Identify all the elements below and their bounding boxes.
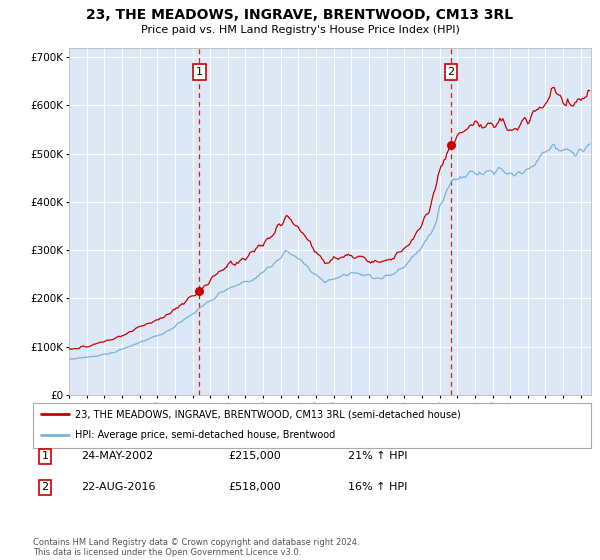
Text: Price paid vs. HM Land Registry's House Price Index (HPI): Price paid vs. HM Land Registry's House … [140,25,460,35]
Text: 23, THE MEADOWS, INGRAVE, BRENTWOOD, CM13 3RL (semi-detached house): 23, THE MEADOWS, INGRAVE, BRENTWOOD, CM1… [75,409,461,419]
Text: 23, THE MEADOWS, INGRAVE, BRENTWOOD, CM13 3RL: 23, THE MEADOWS, INGRAVE, BRENTWOOD, CM1… [86,8,514,22]
Text: 16% ↑ HPI: 16% ↑ HPI [348,482,407,492]
Text: Contains HM Land Registry data © Crown copyright and database right 2024.
This d: Contains HM Land Registry data © Crown c… [33,538,359,557]
Text: 2: 2 [41,482,49,492]
Text: 21% ↑ HPI: 21% ↑ HPI [348,451,407,461]
Text: 1: 1 [196,67,203,77]
Text: 24-MAY-2002: 24-MAY-2002 [81,451,153,461]
Text: HPI: Average price, semi-detached house, Brentwood: HPI: Average price, semi-detached house,… [75,431,335,441]
Text: £518,000: £518,000 [228,482,281,492]
Text: £215,000: £215,000 [228,451,281,461]
Point [194,287,204,296]
Text: 2: 2 [448,67,454,77]
Text: 22-AUG-2016: 22-AUG-2016 [81,482,155,492]
Point [446,141,455,150]
Text: 1: 1 [41,451,49,461]
